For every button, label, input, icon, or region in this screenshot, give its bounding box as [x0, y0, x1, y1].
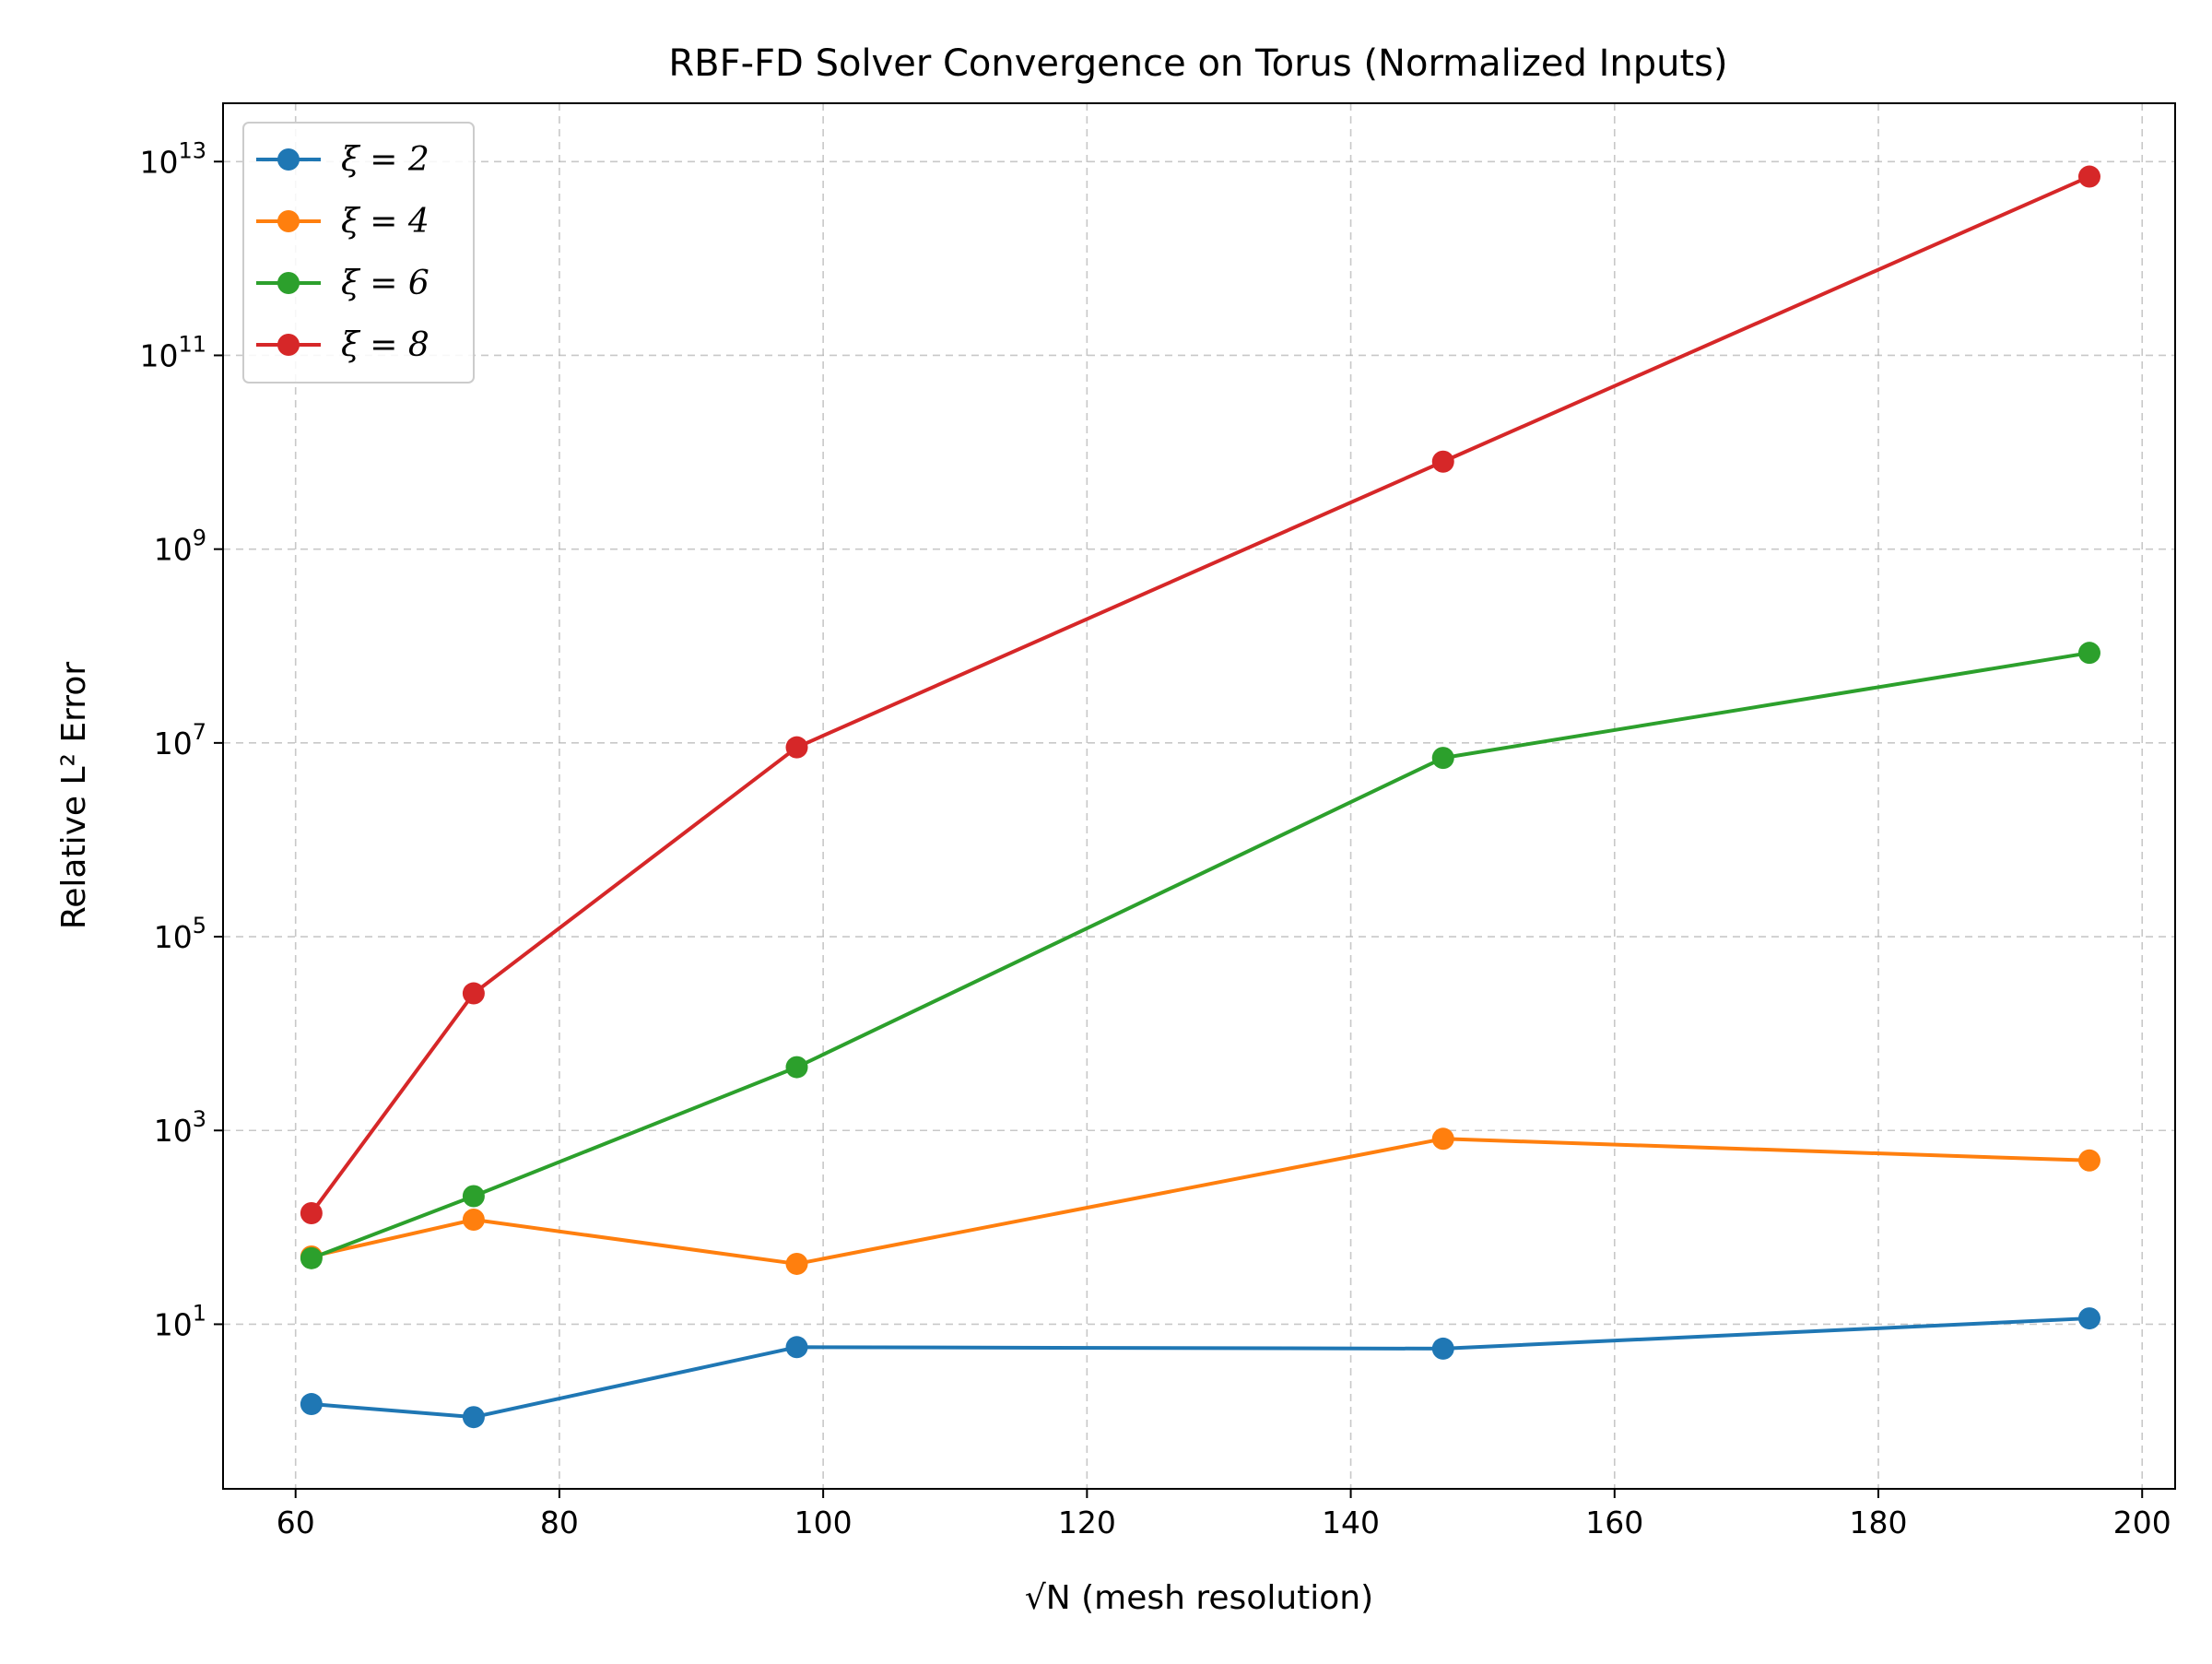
x-tick-label: 100: [794, 1505, 853, 1540]
data-point: [462, 1406, 485, 1429]
legend-label: ξ = 8: [341, 326, 429, 364]
y-tick-label: 1011: [139, 331, 206, 373]
series-line: [311, 651, 2090, 1260]
x-tick-label: 80: [540, 1505, 579, 1540]
data-point: [1431, 1337, 1454, 1360]
legend-item: ξ = 6: [256, 265, 429, 302]
x-tick-label: 200: [2113, 1505, 2171, 1540]
series-3: [300, 642, 2100, 1269]
data-point: [785, 1056, 808, 1079]
series-4: [300, 165, 2100, 1224]
legend-marker: [277, 148, 300, 171]
legend-label: ξ = 6: [341, 265, 429, 302]
data-point: [785, 736, 808, 759]
data-point: [1431, 747, 1454, 770]
data-point: [2077, 642, 2100, 665]
x-tick-label: 120: [1058, 1505, 1116, 1540]
series-line: [311, 1137, 2090, 1266]
data-point: [300, 1393, 323, 1416]
tick-layer: 60 80 100 120 140 160 180 200 101 103 105 107 109 101…: [139, 137, 2171, 1540]
y-tick-label: 101: [154, 1300, 206, 1342]
y-tick-label: 103: [154, 1106, 206, 1149]
data-point: [785, 1252, 808, 1275]
legend-marker: [277, 272, 300, 294]
data-point: [300, 1201, 323, 1224]
legend-label: ξ = 4: [341, 203, 429, 241]
legend: ξ = 2 ξ = 4 ξ = 6 ξ = 8: [242, 122, 475, 384]
data-point: [1431, 450, 1454, 473]
legend-item: ξ = 4: [256, 203, 429, 241]
legend-item: ξ = 2: [256, 141, 429, 179]
x-tick-label: 160: [1585, 1505, 1643, 1540]
series-2: [300, 1127, 2100, 1275]
legend-marker: [277, 334, 300, 356]
data-point: [462, 982, 485, 1005]
data-point: [2077, 1149, 2100, 1172]
y-tick-label: 109: [154, 525, 206, 568]
x-tick-label: 60: [276, 1505, 315, 1540]
series-1: [300, 1307, 2100, 1429]
data-point: [1431, 1127, 1454, 1151]
data-point: [300, 1246, 323, 1269]
x-axis-label: √N (mesh resolution): [1025, 1579, 1373, 1617]
grid-layer: [223, 103, 2175, 1489]
x-tick-label: 140: [1322, 1505, 1380, 1540]
legend-box: [242, 122, 475, 384]
data-point: [462, 1209, 485, 1232]
chart-title: RBF-FD Solver Convergence on Torus (Norm…: [668, 42, 1727, 85]
y-tick-label: 105: [154, 913, 206, 955]
series-line: [311, 1316, 2090, 1420]
y-axis-label: Relative L² Error: [55, 662, 93, 930]
y-tick-label: 107: [154, 719, 206, 761]
legend-marker: [277, 210, 300, 232]
data-point: [462, 1185, 485, 1208]
series-layer: [300, 165, 2100, 1429]
data-point: [2077, 1307, 2100, 1330]
y-tick-label: 1013: [139, 137, 206, 180]
data-point: [785, 1336, 808, 1359]
legend-item: ξ = 8: [256, 326, 429, 364]
x-tick-label: 180: [1850, 1505, 1908, 1540]
data-point: [2077, 165, 2100, 188]
legend-label: ξ = 2: [341, 141, 429, 179]
plot-area-frame: [222, 102, 2176, 1490]
